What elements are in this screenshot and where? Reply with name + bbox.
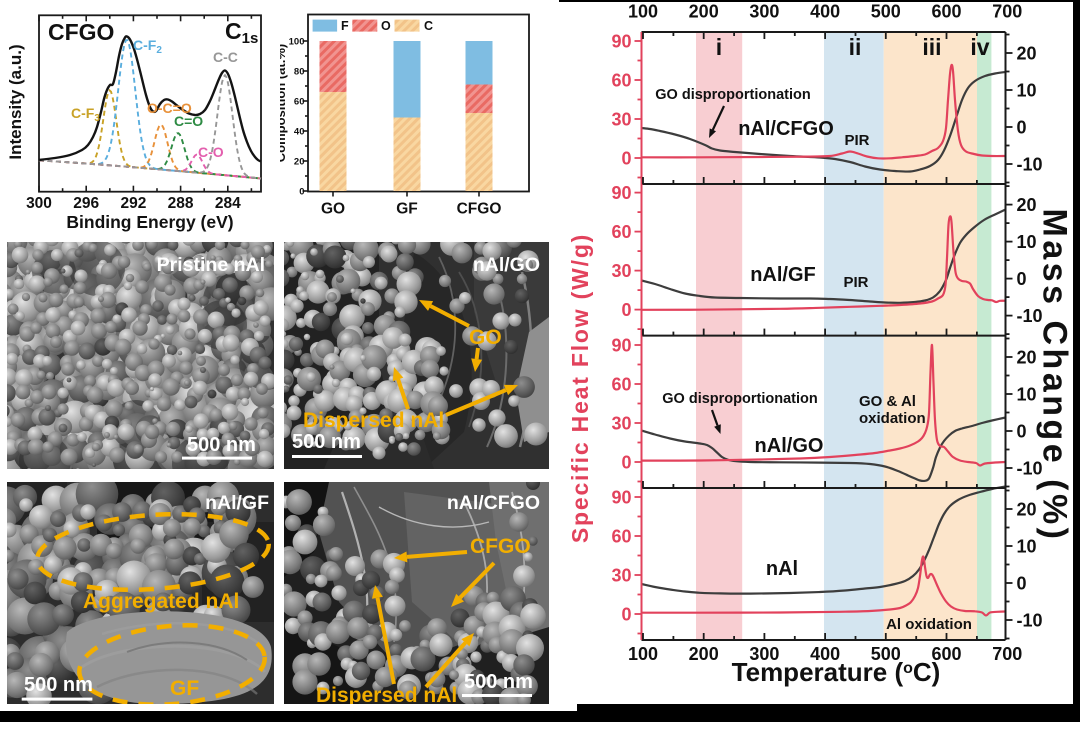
svg-text:90: 90 [611,32,631,52]
svg-text:500: 500 [871,2,901,22]
svg-text:284: 284 [215,195,241,212]
svg-text:500 nm: 500 nm [24,674,93,696]
svg-text:iv: iv [970,34,989,60]
svg-text:90: 90 [611,488,631,508]
svg-text:GF: GF [396,201,418,218]
svg-text:292: 292 [120,195,146,212]
svg-text:700: 700 [992,2,1022,22]
svg-text:60: 60 [611,527,631,547]
svg-text:C=O: C=O [174,113,203,129]
svg-text:0: 0 [621,453,631,473]
svg-text:500 nm: 500 nm [187,434,256,456]
svg-text:PIR: PIR [844,132,869,149]
svg-text:0: 0 [621,149,631,169]
svg-text:90: 90 [611,183,631,203]
svg-text:GO & Al: GO & Al [859,393,916,410]
svg-text:Aggregated nAl: Aggregated nAl [83,590,239,613]
svg-text:100: 100 [628,644,658,664]
svg-text:Dispersed nAl: Dispersed nAl [316,684,457,704]
svg-text:500 nm: 500 nm [292,431,361,453]
svg-text:GO disproportionation: GO disproportionation [662,391,817,407]
svg-text:C-C: C-C [213,49,238,65]
svg-text:600: 600 [931,2,961,22]
svg-text:0: 0 [1017,574,1027,594]
svg-text:30: 30 [611,566,631,586]
svg-text:iii: iii [922,34,941,60]
svg-text:400: 400 [810,2,840,22]
svg-text:Specific Heat Flow (W/g): Specific Heat Flow (W/g) [567,233,593,543]
svg-text:288: 288 [168,195,194,212]
svg-text:C: C [424,19,433,33]
svg-text:O: O [381,19,391,33]
svg-text:60: 60 [611,71,631,91]
svg-text:Binding Energy (eV): Binding Energy (eV) [66,212,233,232]
svg-text:30: 30 [611,414,631,434]
svg-text:nAl/CFGO: nAl/CFGO [447,492,540,514]
svg-text:60: 60 [294,97,305,108]
svg-text:CFGO: CFGO [48,19,114,45]
svg-text:PIR: PIR [843,274,868,291]
svg-text:F: F [341,19,349,33]
svg-text:Dispersed nAl: Dispersed nAl [303,409,444,432]
svg-text:500 nm: 500 nm [464,671,533,693]
svg-text:nAl: nAl [766,558,798,580]
svg-text:200: 200 [689,2,719,22]
svg-text:Intensity (a.u.): Intensity (a.u.) [6,44,25,159]
svg-text:80: 80 [294,67,305,78]
svg-text:300: 300 [26,195,52,212]
svg-text:nAl/GF: nAl/GF [750,264,816,286]
svg-text:700: 700 [992,644,1022,664]
svg-text:C-O: C-O [198,144,224,160]
svg-text:GO: GO [469,326,502,349]
svg-text:60: 60 [611,222,631,242]
svg-text:Temperature (oC): Temperature (oC) [732,657,941,687]
svg-text:ii: ii [849,34,862,60]
svg-text:30: 30 [611,261,631,281]
svg-text:Composition (at.%): Composition (at.%) [280,44,288,162]
svg-text:90: 90 [611,336,631,356]
svg-text:oxidation: oxidation [859,410,926,427]
svg-text:0: 0 [1017,422,1027,442]
svg-text:0: 0 [621,605,631,625]
svg-text:296: 296 [73,195,99,212]
svg-text:60: 60 [611,375,631,395]
svg-text:0: 0 [299,187,304,198]
svg-text:0: 0 [1017,269,1027,289]
svg-text:0: 0 [621,300,631,320]
svg-text:nAl/CFGO: nAl/CFGO [738,118,834,140]
svg-text:200: 200 [689,644,719,664]
svg-text:i: i [716,34,722,60]
svg-text:nAl/GF: nAl/GF [205,492,269,514]
svg-text:300: 300 [749,2,779,22]
svg-text:40: 40 [294,127,305,138]
svg-text:GF: GF [170,677,199,700]
svg-text:100: 100 [289,37,305,48]
svg-text:Pristine nAl: Pristine nAl [157,254,265,276]
svg-text:100: 100 [628,2,658,22]
svg-text:CFGO: CFGO [470,535,531,558]
svg-text:nAl/GO: nAl/GO [755,435,824,457]
svg-text:20: 20 [294,157,305,168]
svg-text:Al oxidation: Al oxidation [886,616,972,633]
svg-text:GO disproportionation: GO disproportionation [655,87,810,103]
svg-text:0: 0 [1017,118,1027,138]
svg-text:CFGO: CFGO [457,201,502,218]
svg-text:GO: GO [321,201,345,218]
svg-text:nAl/GO: nAl/GO [473,254,540,276]
svg-text:30: 30 [611,110,631,130]
